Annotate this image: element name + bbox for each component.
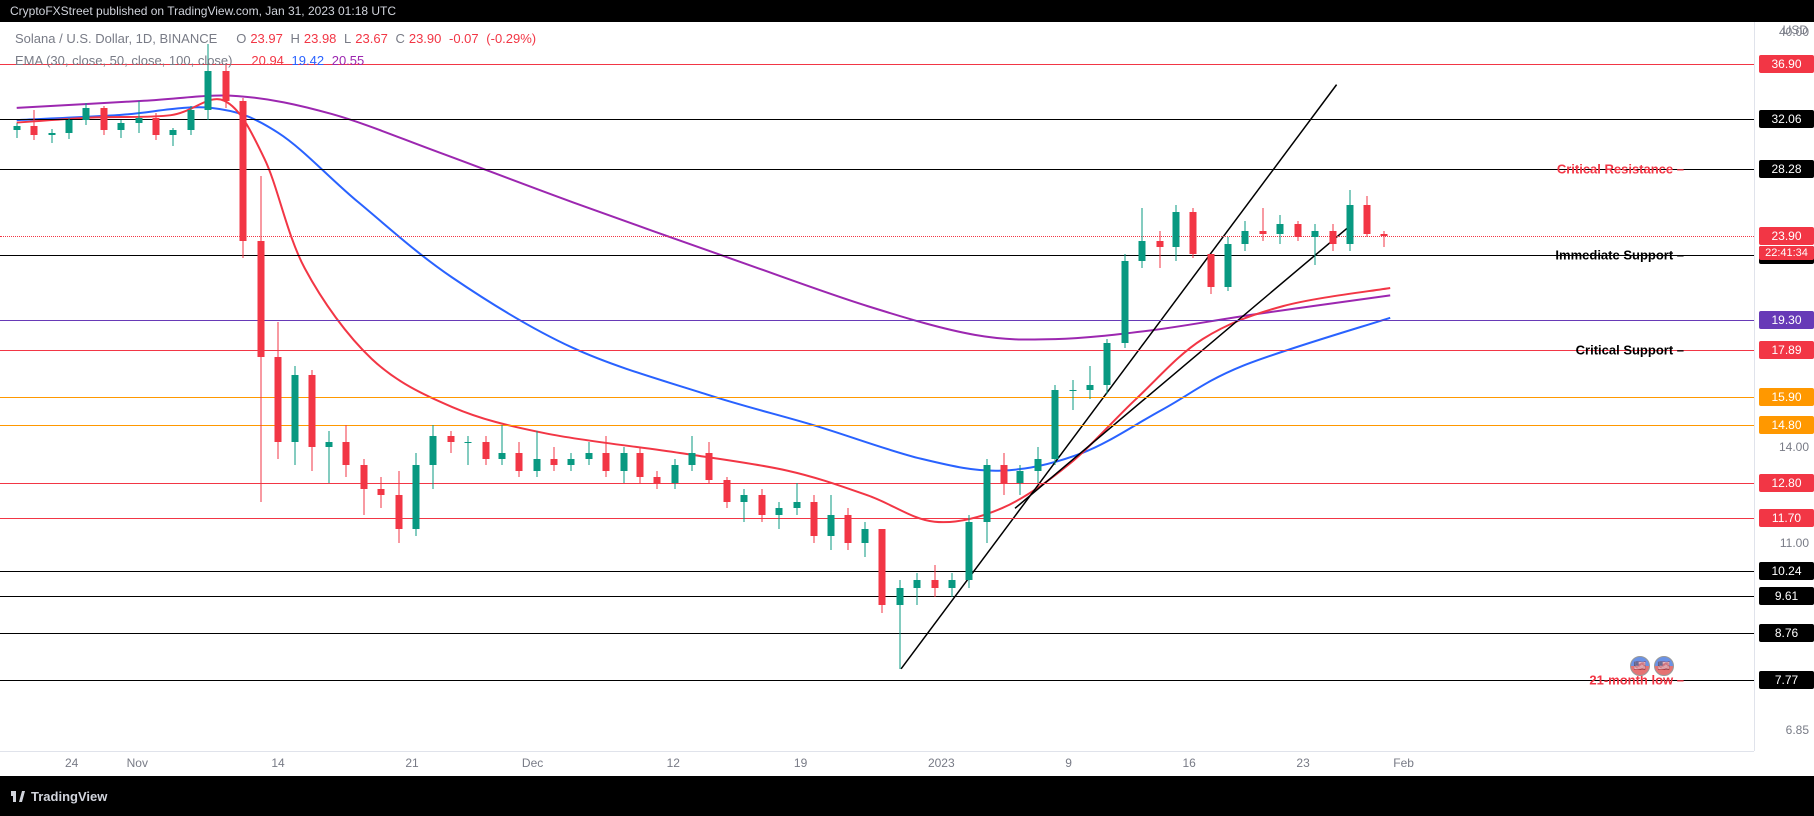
hline[interactable]: [0, 633, 1754, 634]
ohlc-change: -0.07: [449, 31, 479, 46]
x-tick: Feb: [1393, 756, 1414, 770]
y-tick: 14.00: [1779, 440, 1809, 454]
ema30-line: [17, 99, 1391, 522]
x-tick: 24: [65, 756, 78, 770]
ema100-value: 20.55: [332, 53, 365, 68]
y-tick: 11.00: [1780, 536, 1809, 550]
footer-brand: TradingView: [31, 789, 107, 804]
symbol-label: Solana / U.S. Dollar, 1D, BINANCE: [15, 31, 217, 46]
hline[interactable]: [0, 425, 1754, 426]
published-on: published on TradingView.com,: [96, 4, 262, 18]
x-tick: 12: [667, 756, 680, 770]
hline[interactable]: [0, 169, 1754, 170]
x-tick: Nov: [127, 756, 148, 770]
x-tick: 9: [1065, 756, 1072, 770]
ohlc-close: 23.90: [409, 31, 442, 46]
ema50-value: 19.42: [292, 53, 325, 68]
ema-label: EMA (30, close, 50, close, 100, close): [15, 53, 233, 68]
trendline[interactable]: [901, 85, 1337, 669]
ema30-value: 20.94: [251, 53, 284, 68]
current-price-line: [0, 236, 1754, 237]
hline[interactable]: [0, 680, 1754, 681]
chart-pane[interactable]: Solana / U.S. Dollar, 1D, BINANCE O23.97…: [0, 22, 1754, 751]
publish-date: Jan 31, 2023 01:18 UTC: [265, 4, 396, 18]
footer-bar: TradingView: [0, 776, 1814, 816]
x-tick: 21: [405, 756, 418, 770]
hline[interactable]: [0, 483, 1754, 484]
line-annotation: Critical Resistance –: [1557, 162, 1684, 177]
y-tick: 6.85: [1786, 723, 1809, 737]
hline[interactable]: [0, 397, 1754, 398]
event-badges: 🇺🇸 🇺🇸: [1630, 656, 1674, 676]
ohlc-open: 23.97: [250, 31, 283, 46]
ohlc-pct: (-0.29%): [486, 31, 536, 46]
ema-overlay: [0, 22, 1754, 751]
tradingview-icon: [10, 788, 26, 804]
line-annotation: Critical Support –: [1576, 343, 1684, 358]
x-tick: Dec: [522, 756, 543, 770]
hline[interactable]: [0, 518, 1754, 519]
x-tick: 2023: [928, 756, 955, 770]
flag-icon[interactable]: 🇺🇸: [1630, 656, 1650, 676]
hline[interactable]: [0, 571, 1754, 572]
hline[interactable]: [0, 596, 1754, 597]
legend: Solana / U.S. Dollar, 1D, BINANCE O23.97…: [15, 28, 540, 72]
trendline[interactable]: [1015, 226, 1350, 509]
y-tick: 40.00: [1779, 25, 1809, 39]
publisher: CryptoFXStreet: [10, 4, 93, 18]
x-tick: 19: [794, 756, 807, 770]
ohlc-low: 23.67: [355, 31, 388, 46]
publish-bar: CryptoFXStreet published on TradingView.…: [0, 0, 1814, 22]
price-axis[interactable]: USD 40.0014.0011.006.85: [1754, 22, 1814, 751]
flag-icon[interactable]: 🇺🇸: [1654, 656, 1674, 676]
time-axis[interactable]: 24 Nov 14 21 Dec 12 19 2023 9 16 23 Feb: [0, 751, 1754, 776]
x-tick: 23: [1296, 756, 1309, 770]
x-tick: 14: [271, 756, 284, 770]
ohlc-high: 23.98: [304, 31, 337, 46]
x-tick: 16: [1183, 756, 1196, 770]
line-annotation: Immediate Support –: [1555, 247, 1684, 262]
hline[interactable]: [0, 119, 1754, 120]
ema100-line: [17, 96, 1391, 340]
